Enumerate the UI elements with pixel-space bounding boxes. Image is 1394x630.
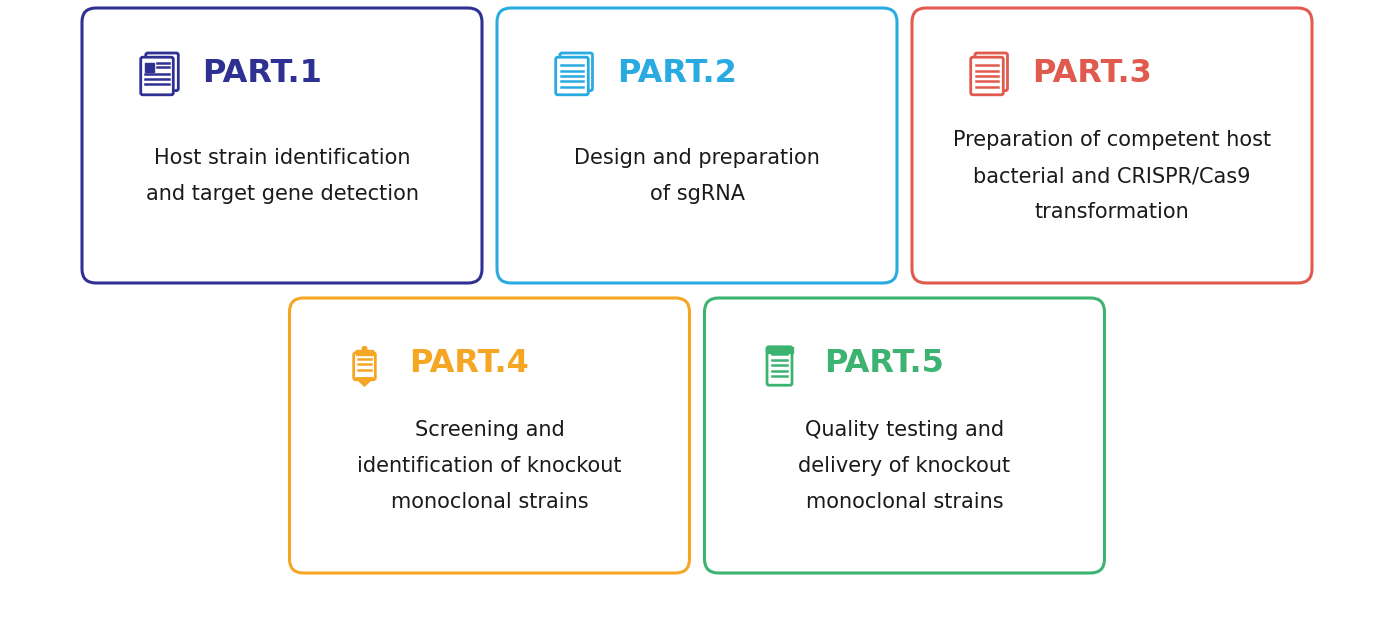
Text: PART.4: PART.4 [410, 348, 530, 379]
Circle shape [362, 346, 367, 351]
Polygon shape [355, 378, 374, 386]
FancyBboxPatch shape [974, 53, 1008, 91]
FancyBboxPatch shape [912, 8, 1312, 283]
FancyBboxPatch shape [82, 8, 482, 283]
FancyBboxPatch shape [704, 298, 1104, 573]
Text: PART.1: PART.1 [202, 57, 322, 88]
Text: PART.5: PART.5 [824, 348, 944, 379]
Text: Screening and
identification of knockout
monoclonal strains: Screening and identification of knockout… [357, 420, 622, 512]
FancyBboxPatch shape [498, 8, 896, 283]
Text: PART.3: PART.3 [1032, 57, 1151, 88]
FancyBboxPatch shape [290, 298, 690, 573]
Bar [767, 347, 793, 353]
Text: PART.2: PART.2 [618, 57, 737, 88]
FancyBboxPatch shape [556, 57, 588, 94]
FancyBboxPatch shape [354, 353, 375, 380]
FancyBboxPatch shape [146, 53, 178, 91]
Text: Quality testing and
delivery of knockout
monoclonal strains: Quality testing and delivery of knockout… [799, 420, 1011, 512]
Bar [355, 350, 374, 355]
Text: Design and preparation
of sgRNA: Design and preparation of sgRNA [574, 148, 820, 204]
FancyBboxPatch shape [767, 346, 792, 385]
FancyBboxPatch shape [970, 57, 1004, 94]
FancyBboxPatch shape [560, 53, 592, 91]
Text: Host strain identification
and target gene detection: Host strain identification and target ge… [145, 148, 418, 204]
Bar [145, 62, 155, 72]
FancyBboxPatch shape [141, 57, 173, 94]
Text: Preparation of competent host
bacterial and CRISPR/Cas9
transformation: Preparation of competent host bacterial … [953, 130, 1271, 222]
